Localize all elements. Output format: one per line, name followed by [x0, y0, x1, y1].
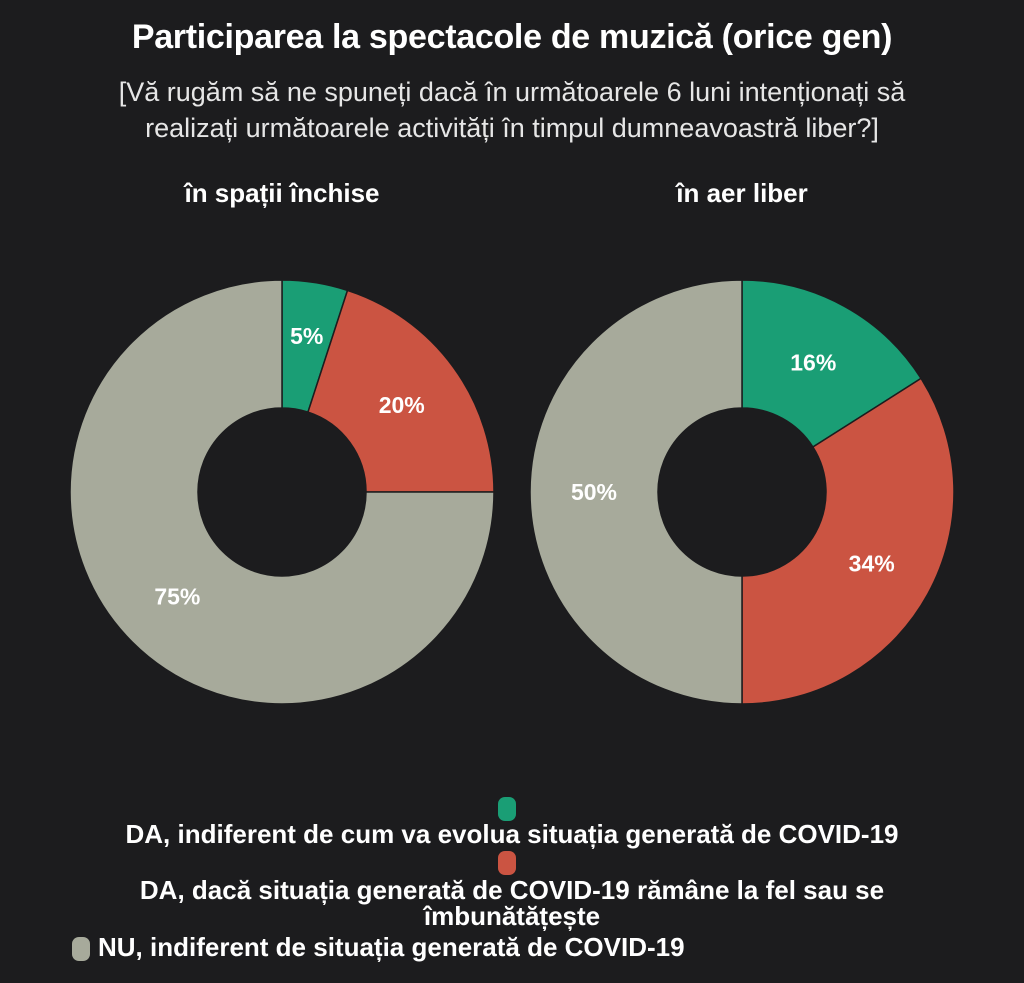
chart-title: Participarea la spectacole de muzică (or… — [131, 18, 893, 56]
slice-da-daca — [741, 377, 955, 705]
legend-swatch-da-daca — [498, 851, 516, 875]
legend-label-da-indiferent: DA, indiferent de cum va evolua situația… — [125, 819, 899, 849]
legend-label-da-daca-line2: îmbunătățește — [423, 901, 601, 931]
donut-chart-outdoor: 16% 34% 50% — [529, 279, 955, 705]
donut-chart-indoor: 5% 20% 75% — [69, 279, 495, 705]
data-label-da-indiferent: 16% — [790, 349, 836, 375]
data-label-da-daca: 20% — [379, 392, 425, 418]
subtitle-line-2: realizați următoarele activități în timp… — [145, 113, 879, 143]
legend-label-nu: NU, indiferent de situația generată de C… — [98, 932, 685, 962]
data-label-nu: 50% — [571, 479, 617, 505]
slice-da-indiferent — [741, 279, 923, 449]
legend-label-da-daca-line1: DA, dacă situația generată de COVID-19 r… — [139, 875, 885, 905]
subtitle-line-1: [Vă rugăm să ne spuneți dacă în următoar… — [118, 77, 906, 107]
chart-subtitle: [Vă rugăm să ne spuneți dacă în următoar… — [40, 74, 984, 146]
data-label-nu: 75% — [154, 584, 200, 610]
data-label-da-daca: 34% — [849, 550, 895, 576]
legend-swatch-nu — [72, 937, 90, 961]
slice-da-daca — [307, 289, 495, 493]
legend-label-da-daca: DA, dacă situația generată de COVID-19 r… — [40, 875, 984, 931]
data-label-da-indiferent: 5% — [290, 323, 323, 349]
panel-title-indoor: în spații închise — [184, 178, 380, 208]
slice-nu — [529, 279, 743, 705]
slice-nu — [69, 279, 495, 705]
panel-title-outdoor: în aer liber — [676, 178, 808, 208]
legend-swatch-da-indiferent — [498, 797, 516, 821]
